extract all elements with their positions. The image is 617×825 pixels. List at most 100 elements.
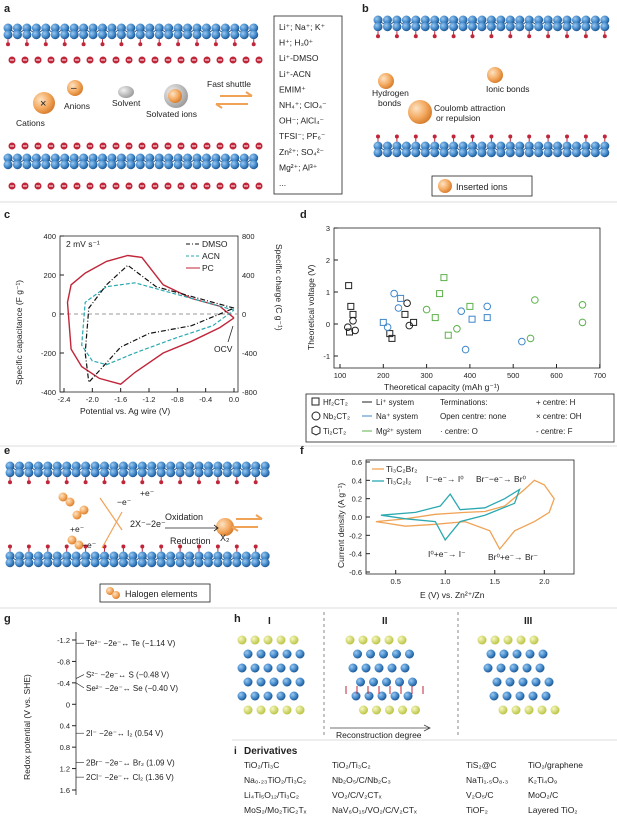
coulomb-label-2: or repulsion — [436, 113, 481, 123]
atom — [145, 153, 155, 163]
atom — [458, 141, 468, 151]
termination-atom — [394, 134, 399, 139]
atom — [43, 461, 53, 471]
d-point — [483, 302, 492, 311]
atom — [505, 148, 515, 158]
c-y2tick-label: 400 — [242, 271, 255, 280]
atom — [239, 23, 249, 33]
h-atom — [237, 663, 247, 673]
atom — [88, 153, 98, 163]
atom — [562, 22, 572, 32]
atom — [543, 141, 553, 151]
d-ytick-label: 1 — [326, 288, 330, 297]
d-point — [403, 299, 411, 308]
atom — [600, 141, 610, 151]
atom — [41, 30, 51, 40]
atom — [156, 461, 166, 471]
atom — [145, 23, 155, 33]
h-atom — [392, 649, 401, 659]
atom — [50, 23, 60, 33]
atom — [33, 558, 43, 568]
sheet-upper — [373, 15, 610, 39]
atom — [392, 141, 402, 151]
atom — [590, 15, 600, 25]
atom — [79, 160, 89, 170]
termination-atom — [508, 134, 513, 139]
termination-atom — [489, 34, 494, 39]
atom — [241, 468, 251, 478]
c-xtick-label: -2.0 — [86, 395, 99, 404]
atom — [411, 148, 421, 158]
atom — [116, 23, 126, 33]
h-atom — [528, 691, 538, 701]
panel-d: d 100 200 300 400 500 600 700 3 2 1 0 -1 Theoretica… — [300, 209, 615, 443]
g-ylabel: Redox potential (V vs. SHE) — [22, 674, 32, 780]
f-legend-i: Ti₃C₂I₂ — [386, 476, 411, 486]
solvated-ion-core — [168, 89, 182, 103]
atom — [100, 551, 109, 561]
atom — [22, 23, 32, 33]
termination-atom — [159, 480, 164, 485]
i-derivative-item: Na₀.₂₃TiO₂/Ti₃C₂ — [244, 775, 306, 785]
atom — [100, 461, 109, 471]
atom — [164, 23, 174, 33]
atom — [126, 153, 136, 163]
atom — [515, 148, 525, 158]
termination-atom — [43, 42, 48, 47]
termination-atom — [24, 42, 29, 47]
c-xtick-label: 0.0 — [229, 395, 239, 404]
termination-atom — [251, 42, 256, 47]
d-point — [379, 318, 387, 326]
atom — [79, 30, 89, 40]
d-point — [347, 302, 355, 310]
atom — [211, 30, 221, 40]
panel-label-h: h — [234, 613, 241, 625]
atom — [50, 160, 60, 170]
atom — [239, 30, 249, 40]
c-xtick-label: -1.6 — [114, 395, 127, 404]
i-derivative-columns: TiO₂/Ti₃C Na₀.₂₃TiO₂/Ti₃C₂ Li₄Ti₅O₁₂/Ti₃C₂… — [244, 760, 583, 815]
atom — [458, 15, 468, 25]
atom — [98, 153, 107, 163]
atom — [33, 461, 43, 471]
i-derivative-item: Li₄Ti₅O₁₂/Ti₃C₂ — [244, 790, 299, 800]
termination-atom — [64, 480, 69, 485]
h-atom — [353, 649, 362, 659]
d-point — [466, 302, 474, 310]
h-atom — [384, 635, 394, 645]
atom — [12, 153, 22, 163]
d-ticks: 100 200 300 400 500 600 700 3 2 1 0 -1 — [323, 224, 606, 380]
d-legend-box — [305, 393, 615, 443]
i-derivative-item: V₂O₅/C — [466, 790, 494, 800]
termination-atom — [197, 480, 201, 485]
termination-atom — [583, 134, 588, 139]
d-point — [349, 310, 357, 318]
d-legend-ti: Ti₂CT₂ — [323, 427, 346, 436]
h-atom — [276, 691, 286, 701]
atom — [249, 153, 259, 163]
h-atom — [387, 663, 397, 673]
termination-atom — [527, 34, 532, 39]
inserted-ion-icon — [438, 179, 452, 193]
atom — [222, 468, 232, 478]
halogen-icon-2 — [112, 591, 120, 599]
h-recon-arrow-icon — [330, 724, 431, 732]
atom — [90, 551, 100, 561]
atom — [154, 30, 164, 40]
ion-list-item: OH⁻; AlCl₄⁻ — [279, 116, 325, 126]
panel-label-g: g — [4, 613, 11, 625]
termination-atom — [394, 34, 399, 39]
atom — [50, 153, 60, 163]
atom — [175, 558, 185, 568]
atom — [241, 551, 251, 561]
atom — [468, 141, 477, 151]
atom — [22, 30, 32, 40]
atom — [449, 22, 459, 32]
h-atom — [295, 677, 305, 687]
atom — [135, 23, 145, 33]
termination-atom — [232, 42, 237, 47]
atom — [543, 22, 553, 32]
d-xlabel: Theoretical capacity (mAh g⁻¹) — [384, 382, 500, 392]
h-atom — [282, 649, 292, 659]
atom — [166, 551, 176, 561]
